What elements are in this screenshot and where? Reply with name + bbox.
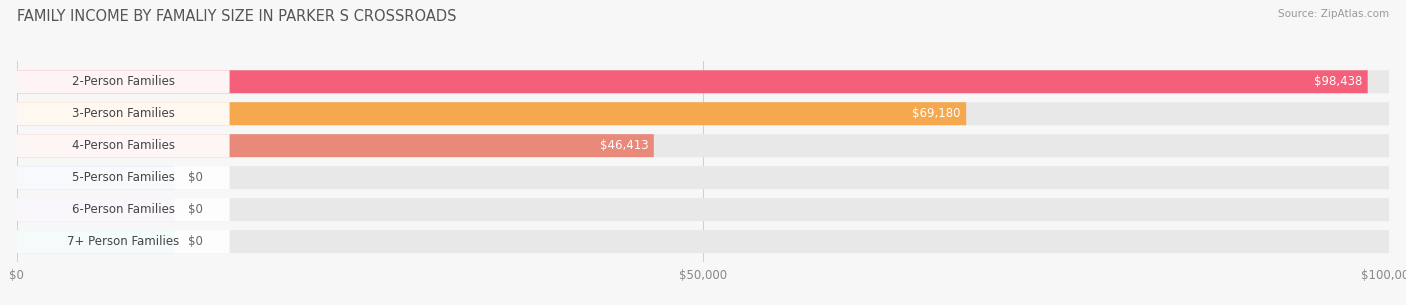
FancyBboxPatch shape [17,102,229,125]
FancyBboxPatch shape [17,134,1389,157]
FancyBboxPatch shape [17,198,229,221]
FancyBboxPatch shape [17,166,174,189]
FancyBboxPatch shape [17,166,1389,189]
Text: 3-Person Families: 3-Person Families [72,107,174,120]
Text: $0: $0 [188,235,204,248]
FancyBboxPatch shape [17,230,1389,253]
Text: 7+ Person Families: 7+ Person Families [67,235,180,248]
FancyBboxPatch shape [17,70,229,93]
FancyBboxPatch shape [17,134,229,157]
FancyBboxPatch shape [17,102,966,125]
FancyBboxPatch shape [17,230,174,253]
FancyBboxPatch shape [17,102,1389,125]
Text: $98,438: $98,438 [1313,75,1362,88]
Text: 4-Person Families: 4-Person Families [72,139,174,152]
Text: $69,180: $69,180 [912,107,960,120]
Text: $0: $0 [188,203,204,216]
FancyBboxPatch shape [17,198,174,221]
Text: $46,413: $46,413 [600,139,648,152]
Text: Source: ZipAtlas.com: Source: ZipAtlas.com [1278,9,1389,19]
Text: 6-Person Families: 6-Person Families [72,203,174,216]
FancyBboxPatch shape [17,70,1368,93]
Text: 5-Person Families: 5-Person Families [72,171,174,184]
Text: 2-Person Families: 2-Person Families [72,75,174,88]
FancyBboxPatch shape [17,198,1389,221]
Text: $0: $0 [188,171,204,184]
FancyBboxPatch shape [17,230,229,253]
FancyBboxPatch shape [17,166,229,189]
FancyBboxPatch shape [17,70,1389,93]
Text: FAMILY INCOME BY FAMALIY SIZE IN PARKER S CROSSROADS: FAMILY INCOME BY FAMALIY SIZE IN PARKER … [17,9,457,24]
FancyBboxPatch shape [17,134,654,157]
